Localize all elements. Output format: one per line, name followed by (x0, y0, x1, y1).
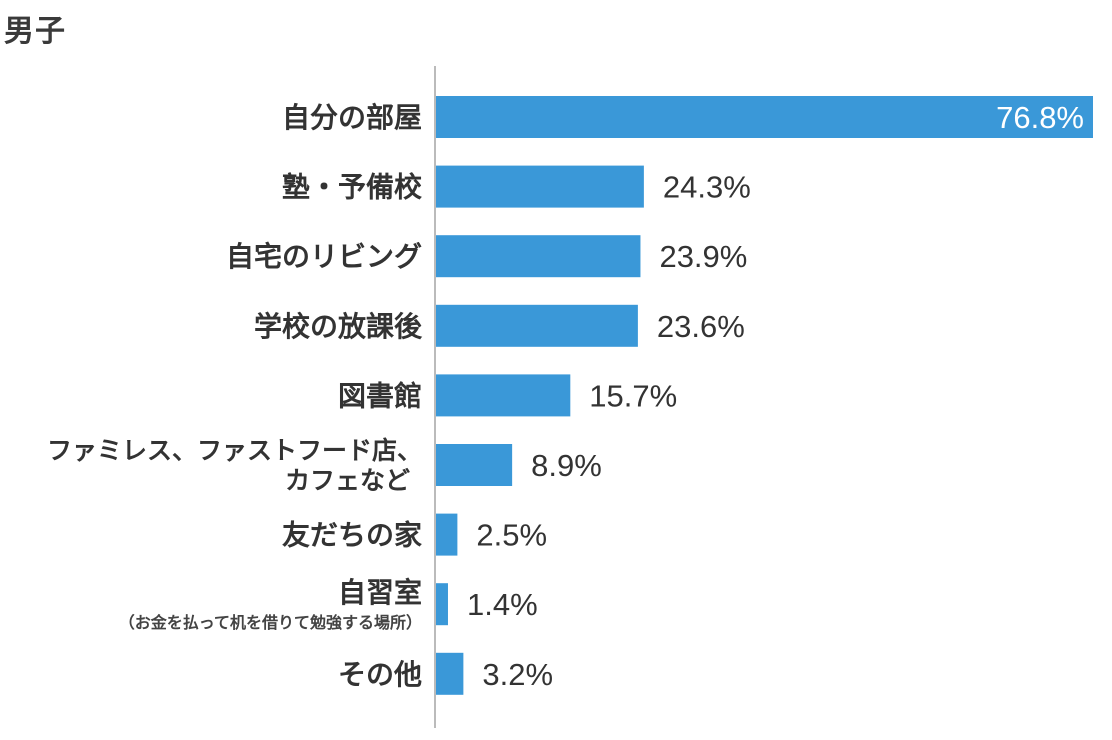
value-label-7: 1.4% (467, 587, 538, 622)
category-label-8: その他 (338, 658, 422, 691)
bar-8 (436, 652, 464, 695)
bar-2 (436, 235, 641, 278)
bar-0 (436, 96, 1093, 138)
bar-3 (436, 304, 638, 347)
category-label-5-line1: ファミレス、ファストフード店、 (47, 436, 422, 465)
category-label-6: 友だちの家 (282, 519, 422, 552)
category-label-2: 自宅のリビング (226, 240, 422, 273)
value-label-0: 76.8% (996, 100, 1084, 135)
value-label-6: 2.5% (476, 518, 547, 553)
value-label-8: 3.2% (482, 657, 553, 692)
category-label-7: 自習室 (338, 576, 422, 609)
category-label-0: 自分の部屋 (282, 101, 422, 134)
bar-1 (436, 165, 644, 208)
category-label-1: 塾・予備校 (282, 171, 423, 204)
value-label-4: 15.7% (589, 378, 677, 413)
value-label-3: 23.6% (657, 309, 745, 344)
category-label-3: 学校の放課後 (254, 310, 423, 343)
bar-5 (436, 444, 513, 486)
category-label-4: 図書館 (338, 379, 422, 412)
bar-4 (436, 374, 571, 417)
bar-6 (436, 513, 458, 556)
value-label-5: 8.9% (531, 448, 602, 483)
chart-title: 男子 (4, 14, 66, 49)
category-label-5-line2: カフェなど (285, 466, 410, 495)
bar-7 (436, 583, 448, 626)
category-sublabel-7: （お金を払って机を借りて勉強する場所） (119, 613, 422, 632)
value-label-1: 24.3% (663, 170, 751, 205)
value-label-2: 23.9% (659, 239, 747, 274)
